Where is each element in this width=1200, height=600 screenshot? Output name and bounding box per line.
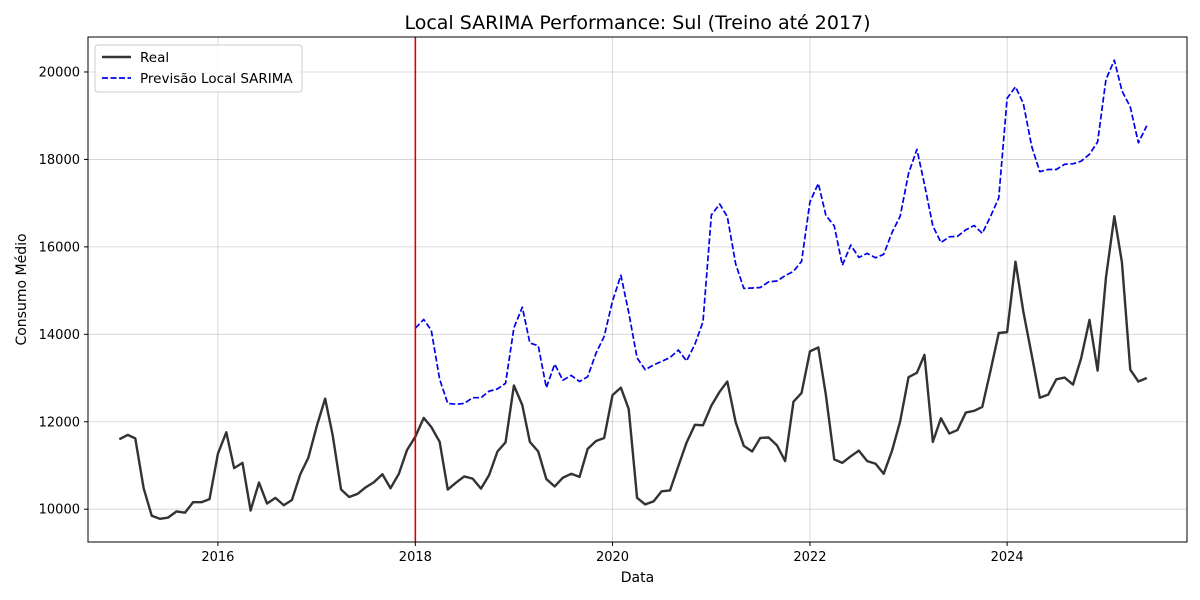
x-tick-label-2018: 2018 [399,550,432,565]
legend: Real Previsão Local SARIMA [94,44,303,93]
series-line-0 [118,215,1148,521]
y-axis: 10000 12000 14000 16000 18000 20000 [39,65,88,518]
plot-frame [87,36,1188,543]
x-axis-label: Data [621,570,654,586]
y-tick-label-14000: 14000 [39,328,80,343]
y-axis-label: Consumo Médio [14,233,30,345]
y-tick-label-20000: 20000 [39,65,80,80]
x-tick-label-2022: 2022 [793,550,826,565]
series-line-1 [414,59,1148,406]
x-tick-label-2020: 2020 [596,550,629,565]
y-tick-label-12000: 12000 [39,415,80,430]
y-tick-label-16000: 16000 [39,240,80,255]
chart-title: Local SARIMA Performance: Sul (Treino at… [404,12,870,34]
y-tick-label-10000: 10000 [39,503,80,518]
legend-box [94,44,303,93]
series-layer [118,59,1148,521]
grid [88,37,1187,542]
legend-label-forecast: Previsão Local SARIMA [140,71,293,87]
x-tick-label-2024: 2024 [991,550,1024,565]
x-tick-label-2016: 2016 [201,550,234,565]
legend-label-real: Real [140,50,169,66]
x-axis: 2016 2018 2020 2022 2024 [201,542,1024,565]
y-tick-label-18000: 18000 [39,153,80,168]
